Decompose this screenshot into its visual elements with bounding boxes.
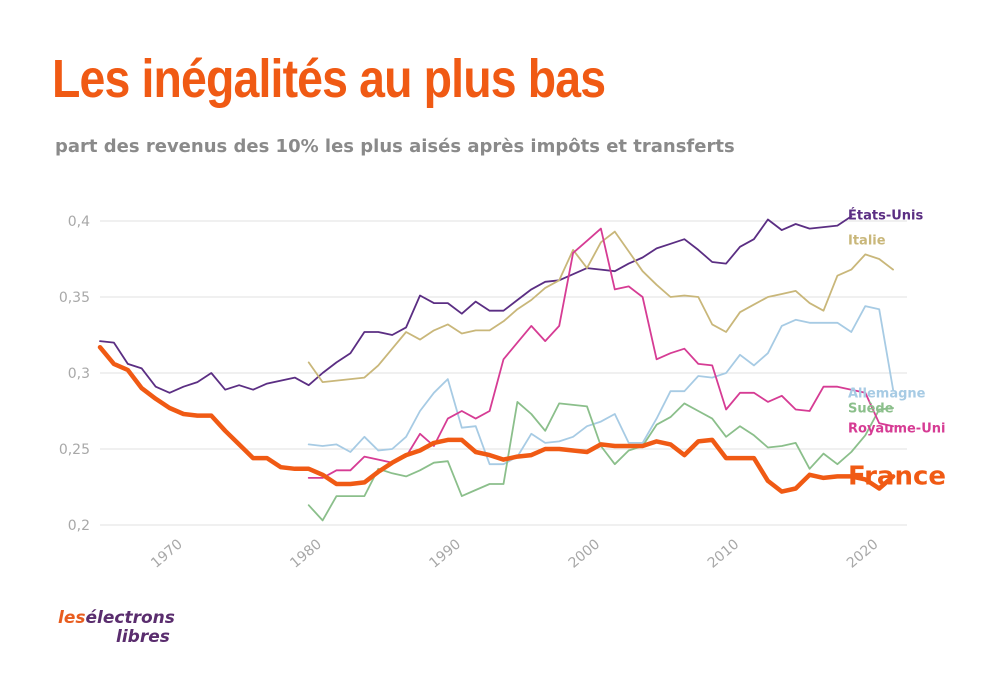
series-line-allemagne [307,305,894,466]
series-label-etats-unis: États-Unis [848,208,923,224]
y-tick-label: 0,25 [59,442,90,458]
series-line-italie [307,230,894,384]
series-line-royaume-uni [307,227,894,479]
brand-logo: lesélectrons libres [58,610,175,646]
series-label-italie: Italie [848,234,886,249]
series-line-france [97,344,896,494]
series-label-royaume-uni: Royaume-Uni [848,422,945,437]
x-tick-label: 1970 [148,536,186,571]
x-tick-label: 1980 [287,536,325,571]
y-tick-label: 0,4 [68,214,90,230]
y-tick-label: 0,3 [68,366,90,382]
series-line-etats-unis [99,215,853,394]
series-lines [97,215,896,522]
x-axis-tick-labels: 1970 1980 1990 2000 2010 2020 [148,536,881,571]
series-label-france: France [848,462,946,492]
series-label-suede: Suède [848,402,894,417]
y-axis-tick-labels: 0,2 0,25 0,3 0,35 0,4 [59,214,90,534]
x-tick-label: 2010 [705,536,743,571]
chart-title: Les inégalités au plus bas [52,49,606,109]
y-tick-label: 0,2 [68,518,90,534]
chart-subtitle: part des revenus des 10% les plus aisés … [55,136,735,157]
logo-line-1: lesélectrons [58,610,175,627]
x-tick-label: 2020 [844,536,882,571]
logo-word-libres: libres [116,627,170,647]
y-tick-label: 0,35 [59,290,90,306]
logo-word-les: les [58,608,86,628]
x-tick-label: 2000 [566,536,604,571]
logo-word-electrons: électrons [85,608,175,628]
x-tick-label: 1990 [426,536,464,571]
series-label-allemagne: Allemagne [848,387,926,402]
grid-lines [100,220,907,526]
